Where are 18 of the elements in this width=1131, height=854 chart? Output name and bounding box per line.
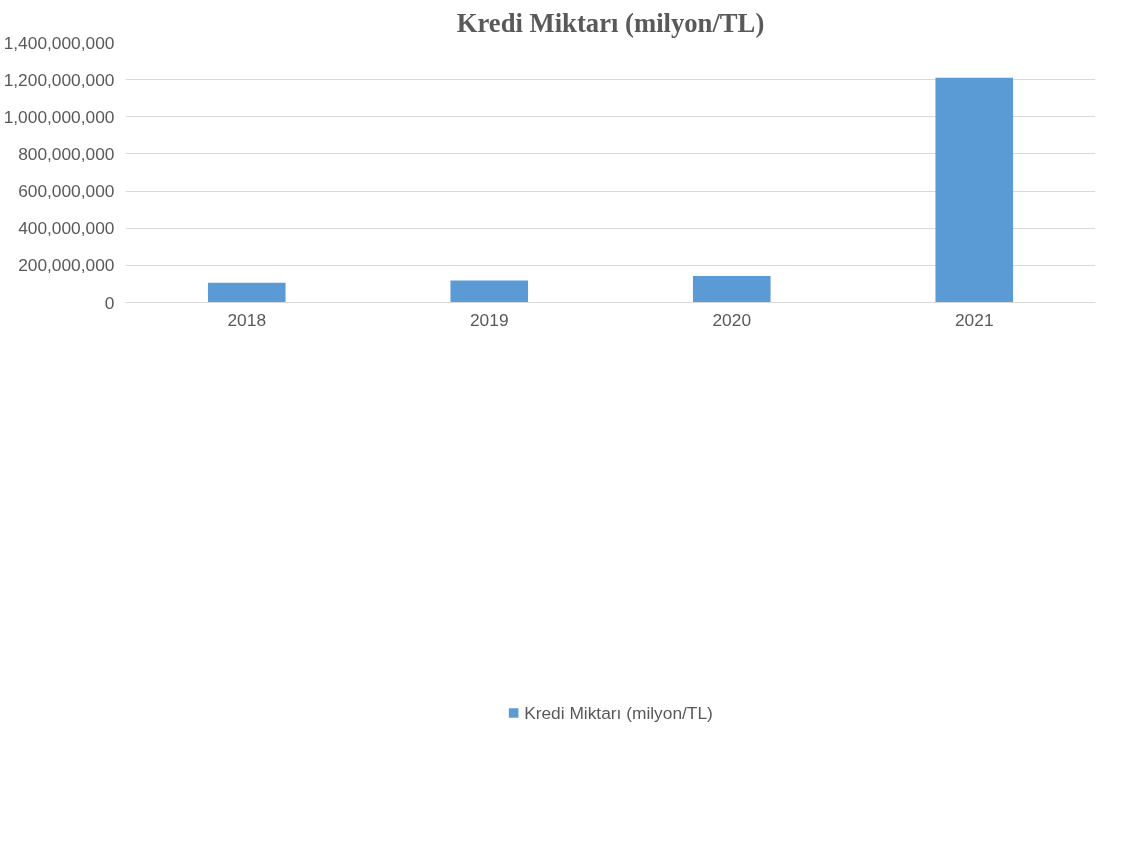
legend-label: Kredi Miktarı (milyon/TL) [524,702,713,724]
x-tick-label: 2019 [469,309,509,330]
bar [935,77,1014,303]
y-tick-label: 1,000,000,000 [3,106,115,127]
y-tick-label: 1,400,000,000 [3,32,115,53]
bar [692,275,771,303]
y-tick-label: 1,200,000,000 [3,69,115,90]
y-tick-label: 800,000,000 [18,143,115,164]
y-tick-label: 200,000,000 [18,255,115,276]
bar [450,280,529,303]
y-tick-label: 600,000,000 [18,181,115,202]
bar [207,282,286,303]
y-tick-label: 400,000,000 [18,218,115,239]
x-tick-label: 2018 [227,309,267,330]
x-tick-label: 2020 [712,309,752,330]
chart-title: Kredi Miktarı (milyon/TL) [456,7,765,38]
y-tick-label: 0 [104,292,115,313]
x-tick-label: 2021 [954,309,994,330]
